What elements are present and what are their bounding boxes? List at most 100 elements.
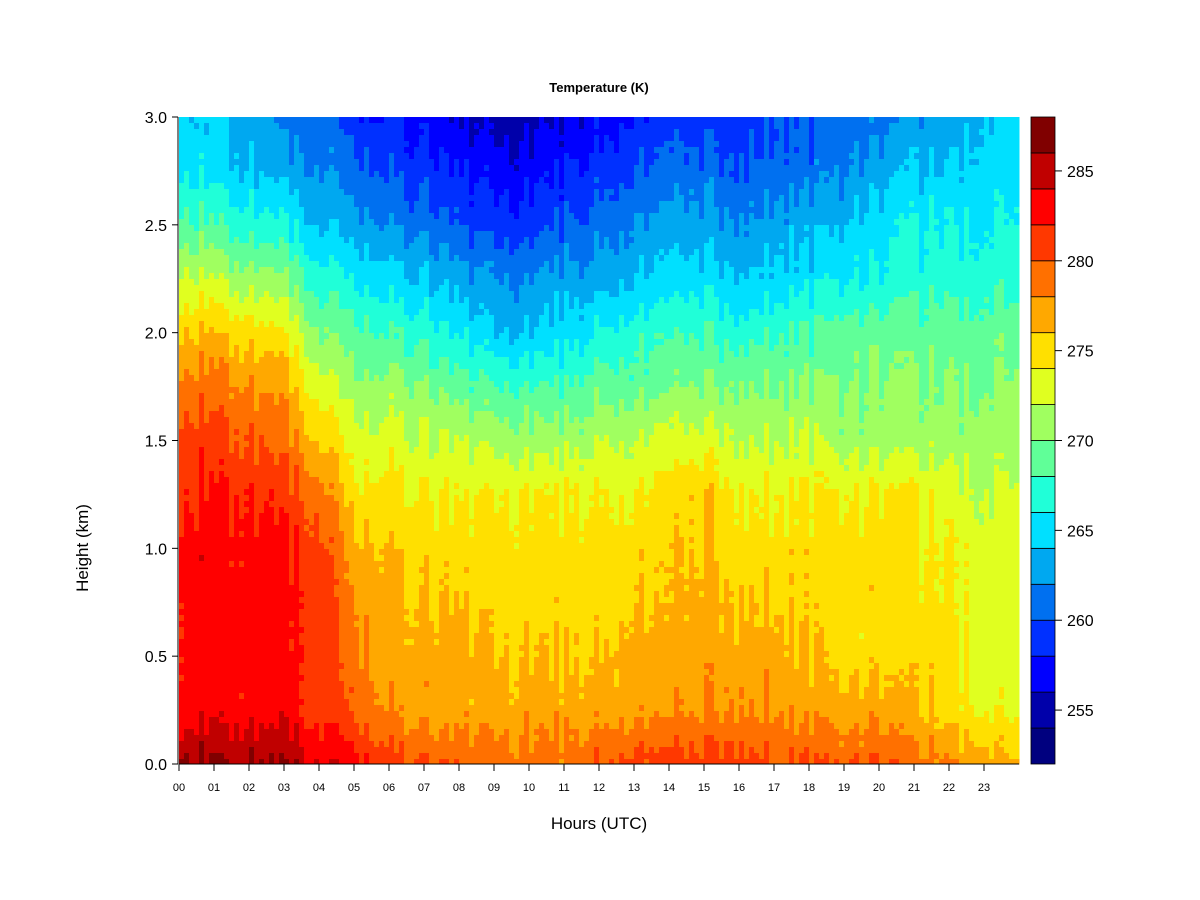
heatmap-cell <box>294 633 300 640</box>
heatmap-cell <box>194 405 200 412</box>
heatmap-cell <box>329 129 335 136</box>
heatmap-cell <box>264 165 270 172</box>
heatmap-cell <box>284 327 290 334</box>
heatmap-cell <box>184 663 190 670</box>
heatmap-cell <box>334 573 340 580</box>
heatmap-cell <box>324 123 330 130</box>
heatmap-cell <box>309 381 315 388</box>
heatmap-cell <box>344 573 350 580</box>
heatmap-cell <box>294 195 300 202</box>
heatmap-cell <box>254 357 260 364</box>
heatmap-cell <box>339 231 345 238</box>
heatmap-cell <box>309 489 315 496</box>
heatmap-cell <box>219 345 225 352</box>
heatmap-cell <box>369 345 375 352</box>
heatmap-cell <box>249 249 255 256</box>
heatmap-cell <box>254 651 260 658</box>
heatmap-cell <box>354 675 360 682</box>
heatmap-cell <box>284 333 290 340</box>
heatmap-cell <box>284 237 290 244</box>
heatmap-cell <box>279 573 285 580</box>
heatmap-cell <box>314 549 320 556</box>
heatmap-cell <box>219 159 225 166</box>
heatmap-cell <box>354 153 360 160</box>
heatmap-cell <box>279 321 285 328</box>
heatmap-cell <box>209 501 215 508</box>
heatmap-cell <box>244 393 250 400</box>
heatmap-cell <box>409 279 415 286</box>
heatmap-cell <box>209 423 215 430</box>
heatmap-cell <box>384 441 390 448</box>
heatmap-cell <box>354 387 360 394</box>
heatmap-cell <box>189 441 195 448</box>
heatmap-cell <box>279 273 285 280</box>
heatmap-cell <box>319 171 325 178</box>
heatmap-cell <box>189 153 195 160</box>
heatmap-cell <box>359 237 365 244</box>
heatmap-cell <box>204 177 210 184</box>
heatmap-cell <box>234 465 240 472</box>
heatmap-cell <box>404 693 410 700</box>
heatmap-cell <box>374 735 380 742</box>
heatmap-cell <box>229 567 235 574</box>
heatmap-cell <box>259 501 265 508</box>
heatmap-cell <box>244 579 250 586</box>
heatmap-cell <box>229 429 235 436</box>
heatmap-cell <box>399 687 405 694</box>
heatmap-cell <box>324 177 330 184</box>
heatmap-cell <box>209 357 215 364</box>
heatmap-cell <box>234 417 240 424</box>
heatmap-cell <box>354 603 360 610</box>
heatmap-cell <box>359 357 365 364</box>
heatmap-cell <box>294 537 300 544</box>
heatmap-cell <box>194 489 200 496</box>
heatmap-cell <box>254 669 260 676</box>
heatmap-cell <box>384 435 390 442</box>
heatmap-cell <box>259 351 265 358</box>
heatmap-cell <box>204 231 210 238</box>
heatmap-cell <box>349 375 355 382</box>
heatmap-cell <box>224 429 230 436</box>
heatmap-cell <box>404 597 410 604</box>
heatmap-cell <box>294 147 300 154</box>
heatmap-cell <box>369 309 375 316</box>
heatmap-cell <box>349 153 355 160</box>
heatmap-cell <box>259 417 265 424</box>
heatmap-cell <box>379 663 385 670</box>
heatmap-cell <box>354 717 360 724</box>
heatmap-cell <box>309 543 315 550</box>
heatmap-cell <box>234 243 240 250</box>
heatmap-cell <box>309 123 315 130</box>
heatmap-cell <box>219 183 225 190</box>
heatmap-cell <box>319 303 325 310</box>
heatmap-cell <box>184 567 190 574</box>
heatmap-cell <box>189 435 195 442</box>
heatmap-cell <box>399 729 405 736</box>
heatmap-cell <box>384 753 390 760</box>
heatmap-cell <box>404 675 410 682</box>
heatmap-cell <box>279 249 285 256</box>
heatmap-cell <box>219 327 225 334</box>
chart-title: Temperature (K) <box>549 80 648 95</box>
heatmap-cell <box>304 231 310 238</box>
heatmap-cell <box>274 555 280 562</box>
heatmap-cell <box>279 567 285 574</box>
heatmap-cell <box>279 519 285 526</box>
heatmap-cell <box>319 717 325 724</box>
heatmap-cell <box>199 219 205 226</box>
heatmap-cell <box>199 333 205 340</box>
heatmap-cell <box>239 477 245 484</box>
heatmap-cell <box>239 393 245 400</box>
heatmap-cell <box>239 441 245 448</box>
heatmap-cell <box>229 681 235 688</box>
heatmap-cell <box>234 429 240 436</box>
heatmap-cell <box>384 249 390 256</box>
heatmap-cell <box>284 519 290 526</box>
heatmap-cell <box>244 681 250 688</box>
heatmap-cell <box>314 747 320 754</box>
heatmap-cell <box>259 189 265 196</box>
heatmap-cell <box>284 555 290 562</box>
heatmap-cell <box>289 231 295 238</box>
heatmap-cell <box>344 405 350 412</box>
heatmap-cell <box>219 483 225 490</box>
